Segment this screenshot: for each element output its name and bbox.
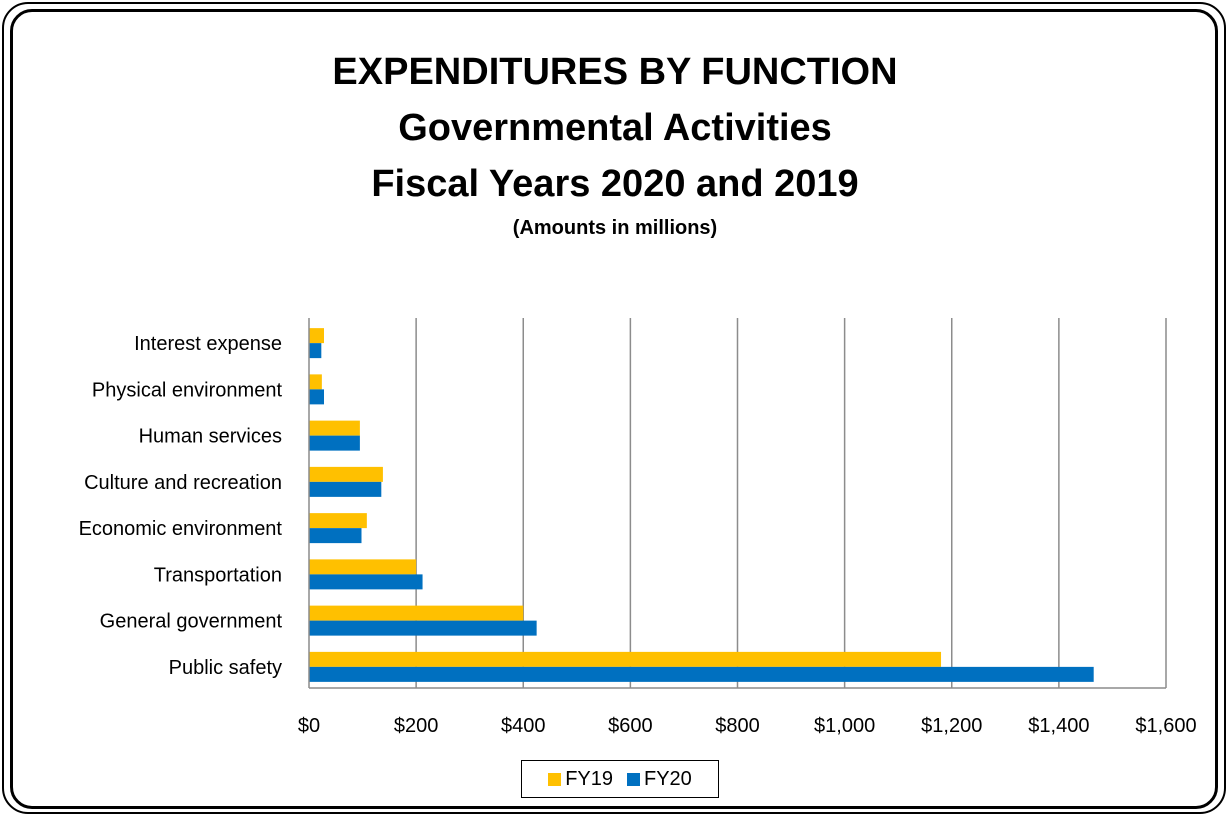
- category-label: Culture and recreation: [84, 472, 282, 494]
- bar-fy20-culture-and-recreation: [309, 481, 382, 497]
- category-label: Interest expense: [134, 333, 282, 355]
- chart-titles: EXPENDITURES BY FUNCTION Governmental Ac…: [0, 44, 1230, 244]
- bar-fy20-interest-expense: [309, 343, 322, 359]
- x-tick-label: $1,600: [1135, 715, 1196, 737]
- x-tick-label: $1,000: [814, 715, 875, 737]
- category-label: General government: [100, 611, 283, 633]
- legend-label-fy20: FY20: [644, 767, 692, 790]
- bar-fy20-physical-environment: [309, 389, 324, 405]
- legend-swatch-fy20: [627, 772, 640, 786]
- bar-fy19-interest-expense: [309, 328, 324, 344]
- legend-item-fy20: FY20: [627, 768, 692, 791]
- category-label: Public safety: [169, 657, 282, 679]
- bar-fy19-economic-environment: [309, 513, 367, 529]
- legend-label-fy19: FY19: [565, 767, 613, 790]
- bar-fy20-transportation: [309, 574, 423, 590]
- legend-swatch-fy19: [548, 772, 562, 786]
- x-tick-label: $600: [608, 715, 653, 737]
- bar-fy19-physical-environment: [309, 374, 322, 390]
- category-label: Transportation: [154, 564, 282, 586]
- bar-fy19-public-safety: [309, 651, 942, 667]
- legend-item-fy19: FY19: [548, 768, 613, 791]
- x-tick-label: $0: [298, 715, 320, 737]
- x-tick-label: $1,200: [921, 715, 982, 737]
- category-label: Economic environment: [79, 518, 283, 540]
- x-tick-label: $1,400: [1028, 715, 1089, 737]
- chart-title-line1: EXPENDITURES BY FUNCTION: [332, 51, 898, 93]
- x-tick-label: $200: [394, 715, 439, 737]
- chart-subtitle: (Amounts in millions): [512, 217, 718, 239]
- bar-fy19-culture-and-recreation: [309, 466, 383, 482]
- category-label: Human services: [139, 426, 282, 448]
- bar-fy19-transportation: [309, 559, 417, 575]
- bar-fy19-general-government: [309, 605, 524, 621]
- bar-fy20-general-government: [309, 620, 537, 636]
- bar-fy20-economic-environment: [309, 528, 362, 544]
- chart-title-line2: Governmental Activities: [398, 107, 832, 149]
- bar-fy20-human-services: [309, 435, 360, 451]
- inner-border: [10, 9, 1218, 809]
- x-tick-label: $800: [715, 715, 760, 737]
- bar-fy19-human-services: [309, 420, 360, 436]
- category-label: Physical environment: [92, 379, 283, 401]
- chart-title-line3: Fiscal Years 2020 and 2019: [371, 163, 859, 205]
- legend: FY19 FY20: [521, 760, 719, 798]
- bar-fy20-public-safety: [309, 666, 1094, 682]
- x-tick-label: $400: [501, 715, 546, 737]
